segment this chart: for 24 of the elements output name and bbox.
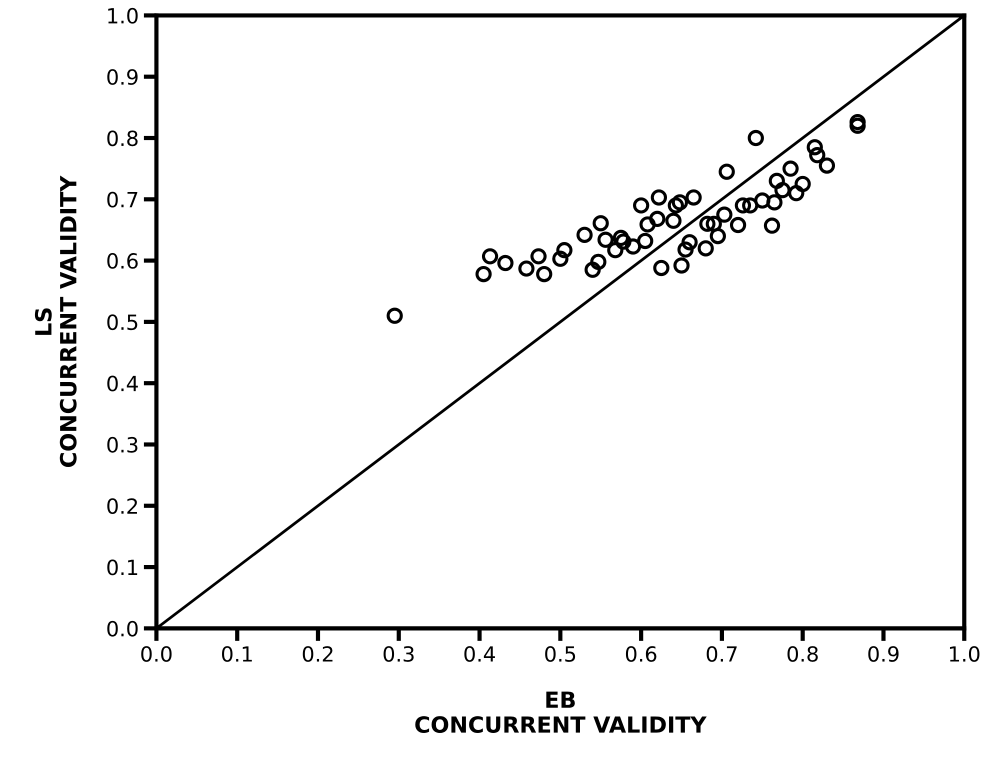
x-tick-label: 0.7 (706, 646, 737, 662)
y-axis-title: LS CONCURRENT VALIDITY (34, 176, 77, 467)
y-tick-label: 0.0 (107, 620, 138, 637)
y-tick-label: 0.1 (107, 560, 138, 576)
x-tick-label: 0.4 (464, 646, 495, 662)
x-tick-label: 0.6 (626, 646, 656, 662)
y-tick-label: 0.9 (107, 69, 138, 85)
x-tick-label: 0.5 (545, 646, 576, 662)
y-tick-label: 0.5 (107, 314, 138, 330)
x-tick-label: 0.0 (141, 646, 172, 662)
y-tick-label: 0.8 (107, 130, 138, 146)
y-tick-label: 0.6 (107, 253, 138, 269)
y-tick-label: 0.7 (107, 192, 138, 208)
x-tick-label: 1.0 (950, 646, 980, 662)
x-tick-label: 0.9 (868, 646, 899, 662)
x-tick-label: 0.3 (384, 646, 414, 662)
x-tick-label: 0.8 (788, 646, 818, 662)
y-tick-label: 0.3 (107, 436, 138, 453)
y-tick-label: 0.4 (107, 376, 138, 392)
x-tick-label: 0.2 (302, 646, 332, 662)
y-tick-label: 1.0 (108, 8, 138, 24)
x-axis-title: EB CONCURRENT VALIDITY (415, 692, 707, 733)
x-tick-label: 0.1 (222, 646, 252, 662)
y-tick-label: 0.2 (107, 498, 137, 514)
